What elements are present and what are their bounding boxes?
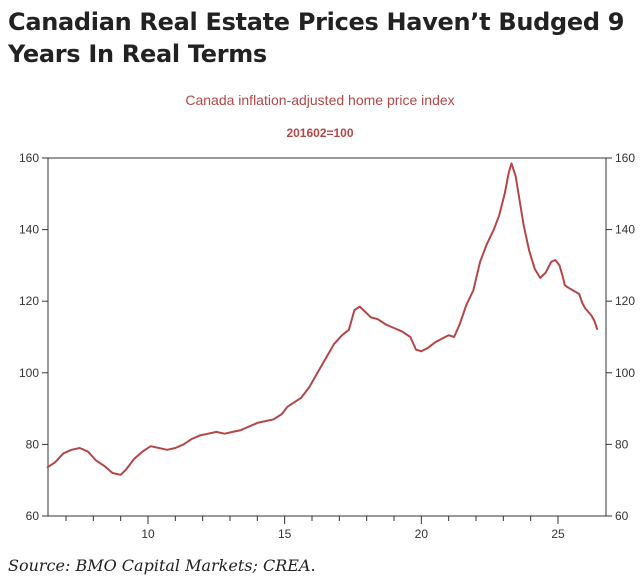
x-tick-label: 10 [141, 527, 155, 541]
y-tick-label-left: 100 [19, 366, 39, 380]
y-tick-label-right: 140 [615, 223, 635, 237]
x-tick-label: 25 [551, 527, 565, 541]
y-tick-label-left: 80 [26, 437, 40, 451]
price-index-line [46, 162, 599, 476]
y-tick-label-left: 160 [19, 151, 39, 165]
y-tick-label-right: 120 [615, 294, 635, 308]
y-tick-label-right: 60 [615, 509, 629, 523]
y-tick-label-left: 120 [19, 294, 39, 308]
y-tick-label-left: 60 [26, 509, 40, 523]
plot-frame [47, 157, 607, 517]
x-tick-label: 15 [278, 527, 292, 541]
y-tick-label-right: 100 [615, 366, 635, 380]
headline: Canadian Real Estate Prices Haven’t Budg… [8, 8, 625, 68]
chart-subtitle: 201602=100 [286, 126, 354, 140]
source-note: Source: BMO Capital Markets; CREA. [8, 556, 316, 575]
y-tick-label-right: 80 [615, 437, 629, 451]
y-tick-label-left: 140 [19, 223, 39, 237]
x-tick-label: 20 [415, 527, 429, 541]
chart-title: Canada inflation-adjusted home price ind… [185, 92, 455, 108]
y-tick-label-right: 160 [615, 151, 635, 165]
